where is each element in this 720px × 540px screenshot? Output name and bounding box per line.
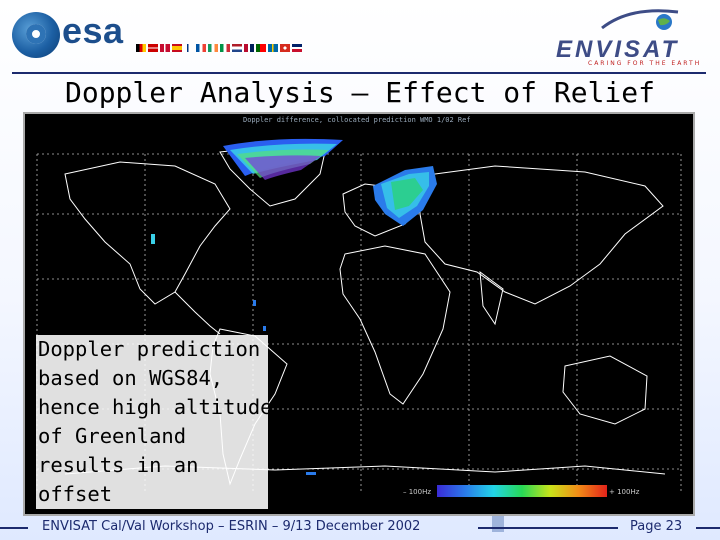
esa-logo-text: esa [62, 10, 124, 51]
annotation-line: of Greenland [38, 424, 187, 448]
slide-footer: ENVISAT Cal/Val Workshop – ESRIN – 9/13 … [0, 516, 720, 540]
member-flags-strip [136, 44, 302, 52]
slide-title: Doppler Analysis – Effect of Relief [64, 76, 655, 109]
envisat-swoosh-icon [601, 9, 679, 30]
footer-marker [492, 516, 504, 532]
world-map-image [36, 138, 682, 494]
map-caption: Doppler difference, collocated predictio… [243, 116, 471, 124]
envisat-logo: ENVISAT CARING FOR THE EARTH [548, 2, 712, 68]
annotation-line: Doppler prediction [38, 337, 261, 361]
footer-rule-right [696, 527, 720, 529]
envisat-tagline: CARING FOR THE EARTH [588, 60, 702, 67]
esa-globe-icon [12, 12, 60, 58]
envisat-logo-text: ENVISAT [556, 36, 680, 63]
colorbar [437, 485, 607, 497]
header-divider [12, 72, 706, 74]
annotation-textbox: Doppler prediction based on WGS84, hence… [36, 335, 273, 509]
footer-workshop-text: ENVISAT Cal/Val Workshop – ESRIN – 9/13 … [42, 519, 421, 534]
esa-logo: esa [12, 10, 312, 60]
annotation-line: based on WGS84, [38, 366, 224, 390]
annotation-line: results in an [38, 453, 199, 477]
footer-rule-middle [478, 527, 618, 529]
annotation-line: offset [38, 482, 113, 506]
colorbar-min-label: – 100Hz [403, 488, 432, 496]
footer-rule-left [0, 527, 28, 529]
colorbar-max-label: + 100Hz [609, 488, 640, 496]
annotation-line: hence high altitude [38, 395, 273, 419]
page-number: Page 23 [630, 519, 683, 534]
